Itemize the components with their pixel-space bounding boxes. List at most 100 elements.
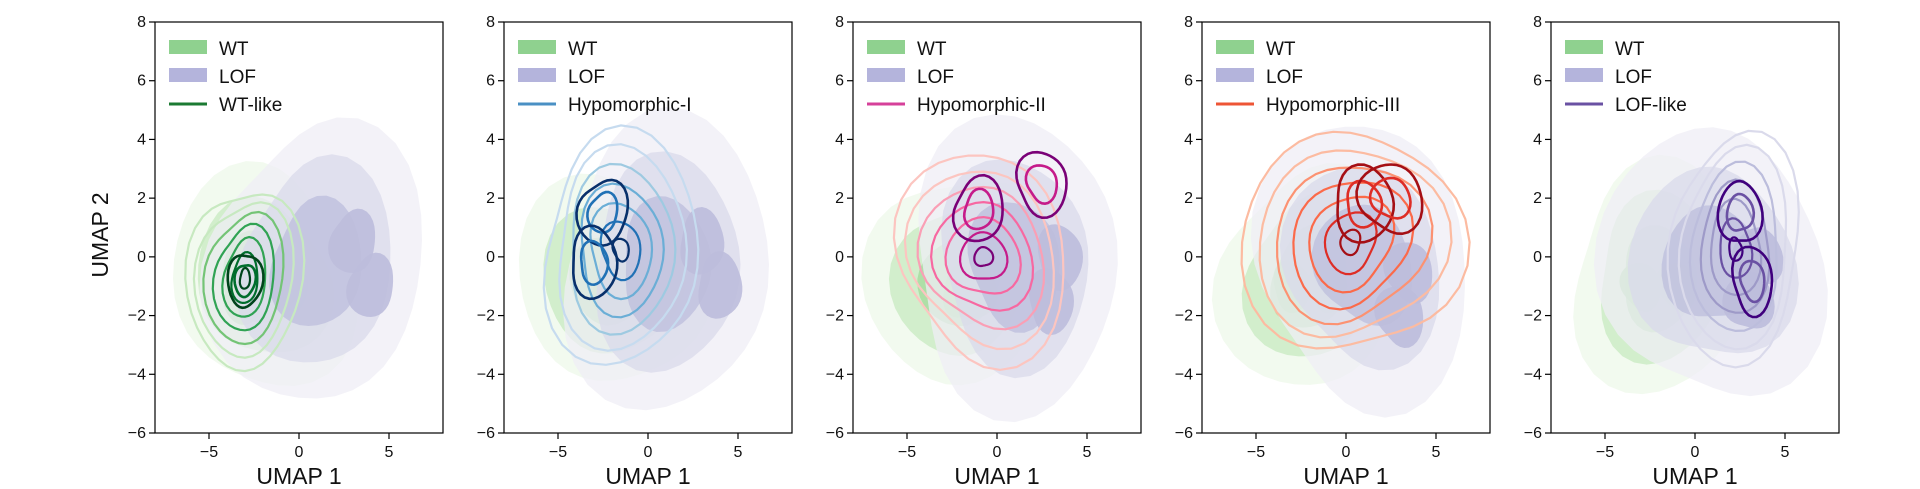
density-contour-peak bbox=[1368, 176, 1412, 220]
density-contour-peak bbox=[579, 239, 610, 287]
y-tick-label: 2 bbox=[835, 190, 844, 207]
y-tick-label: −4 bbox=[128, 366, 146, 383]
y-tick-label: 8 bbox=[1533, 14, 1542, 31]
legend-swatch bbox=[1216, 68, 1254, 82]
y-tick-label: 6 bbox=[137, 73, 146, 90]
legend-swatch bbox=[518, 40, 556, 54]
x-tick-label: 5 bbox=[385, 444, 394, 461]
y-tick-label: 6 bbox=[486, 73, 495, 90]
legend-swatch bbox=[867, 40, 905, 54]
plot-area bbox=[1211, 126, 1471, 418]
legend-label: LOF bbox=[219, 67, 256, 88]
density-contour-line bbox=[211, 222, 275, 332]
legend: WT LOF Hypomorphic-I bbox=[518, 39, 692, 116]
x-tick-label: −5 bbox=[1247, 444, 1265, 461]
y-tick-label: 2 bbox=[1533, 190, 1542, 207]
legend-label: WT bbox=[219, 39, 249, 60]
density-contour-peak bbox=[1336, 163, 1396, 244]
legend-label: WT bbox=[1615, 39, 1645, 60]
legend-swatch bbox=[518, 68, 556, 82]
density-contour-peak bbox=[951, 173, 1004, 243]
y-tick-label: 4 bbox=[1184, 131, 1193, 148]
density-contour-line bbox=[202, 210, 285, 346]
legend-swatch bbox=[1565, 40, 1603, 54]
legend-label: WT bbox=[1266, 39, 1296, 60]
y-tick-label: 0 bbox=[486, 249, 495, 266]
panel-5: −6 −4 −2 0 2 4 6 8 −5 0 5 UMAP 1 WT LOF LOF-like bbox=[1524, 14, 1840, 489]
plot-area bbox=[861, 114, 1118, 423]
density-contour-line bbox=[599, 220, 642, 282]
y-tick-label: 8 bbox=[835, 14, 844, 31]
y-tick-label: 0 bbox=[1533, 249, 1542, 266]
x-tick-label: −5 bbox=[200, 444, 218, 461]
plot-area bbox=[518, 106, 769, 411]
density-contour-line bbox=[542, 124, 700, 366]
y-tick-label: −4 bbox=[826, 366, 844, 383]
panels: −6 −4 −2 0 2 4 6 8 −5 0 5 UMAP 1 WT LOF WT-like −6 −4 −2 0… bbox=[128, 14, 1840, 489]
density-contour-peak bbox=[962, 187, 995, 231]
legend-label: WT bbox=[917, 39, 947, 60]
density-contour-line bbox=[958, 231, 1009, 280]
density-contour-peak bbox=[1730, 245, 1774, 319]
panel-3: −6 −4 −2 0 2 4 6 8 −5 0 5 UMAP 1 WT LOF Hypomorphic-II bbox=[826, 14, 1142, 489]
y-tick-label: −4 bbox=[1175, 366, 1193, 383]
legend-label: Hypomorphic-I bbox=[568, 95, 692, 116]
density-contour-line bbox=[1666, 129, 1800, 369]
legend-swatch bbox=[169, 40, 207, 54]
y-tick-label: 6 bbox=[1533, 73, 1542, 90]
y-tick-label: 8 bbox=[137, 14, 146, 31]
y-tick-label: 8 bbox=[486, 14, 495, 31]
density-fill-core bbox=[1374, 286, 1424, 348]
density-contour-peak bbox=[1738, 259, 1766, 304]
density-contour-peak bbox=[1355, 163, 1424, 236]
density-contour-peak bbox=[575, 178, 630, 247]
x-tick-label: −5 bbox=[898, 444, 916, 461]
legend: WT LOF Hypomorphic-II bbox=[867, 39, 1046, 116]
legend-label: LOF bbox=[1615, 67, 1652, 88]
plot-area bbox=[173, 117, 422, 399]
y-tick-label: 4 bbox=[486, 131, 495, 148]
density-contour-line bbox=[916, 185, 1046, 331]
density-fill-core bbox=[346, 252, 394, 317]
y-tick-label: −2 bbox=[128, 308, 146, 325]
density-contour-peak bbox=[226, 254, 265, 310]
density-contour-peak bbox=[571, 224, 619, 301]
x-axis-title: UMAP 1 bbox=[954, 463, 1039, 489]
y-tick-label: 2 bbox=[137, 190, 146, 207]
density-contour-line bbox=[611, 237, 630, 263]
x-tick-label: −5 bbox=[1596, 444, 1614, 461]
y-tick-label: 4 bbox=[137, 131, 146, 148]
x-tick-label: −5 bbox=[549, 444, 567, 461]
density-contour-line bbox=[589, 201, 654, 301]
density-contour-line bbox=[192, 201, 295, 359]
y-tick-label: −6 bbox=[1524, 425, 1542, 442]
y-tick-label: 6 bbox=[835, 73, 844, 90]
x-tick-label: 5 bbox=[734, 444, 743, 461]
density-contour-line bbox=[1677, 143, 1788, 351]
density-contour-line bbox=[892, 154, 1065, 372]
y-tick-label: 0 bbox=[137, 249, 146, 266]
y-tick-label: 2 bbox=[486, 190, 495, 207]
density-contour-peak bbox=[1024, 164, 1059, 206]
density-contour-line bbox=[184, 193, 306, 373]
y-tick-label: 4 bbox=[835, 131, 844, 148]
density-contour-line bbox=[1275, 166, 1434, 326]
legend-swatch bbox=[169, 68, 207, 82]
density-fill-core bbox=[328, 208, 376, 273]
density-contour-line bbox=[230, 250, 259, 305]
x-tick-label: 0 bbox=[1691, 444, 1700, 461]
density-contour-line bbox=[973, 246, 995, 268]
x-tick-label: 0 bbox=[644, 444, 653, 461]
legend-label: LOF-like bbox=[1615, 95, 1687, 116]
y-tick-label: 4 bbox=[1533, 131, 1542, 148]
legend-label: Hypomorphic-III bbox=[1266, 95, 1400, 116]
density-contour-peak bbox=[1725, 192, 1756, 232]
density-contour-line bbox=[1709, 197, 1763, 297]
y-axis-title: UMAP 2 bbox=[87, 192, 113, 277]
legend-label: LOF bbox=[568, 67, 605, 88]
y-tick-label: −6 bbox=[477, 425, 495, 442]
density-fill-core bbox=[698, 251, 743, 319]
panel-2: −6 −4 −2 0 2 4 6 8 −5 0 5 UMAP 1 WT LOF Hypomorphic-I bbox=[477, 14, 793, 489]
series-hypomorphic-ii bbox=[892, 150, 1068, 372]
